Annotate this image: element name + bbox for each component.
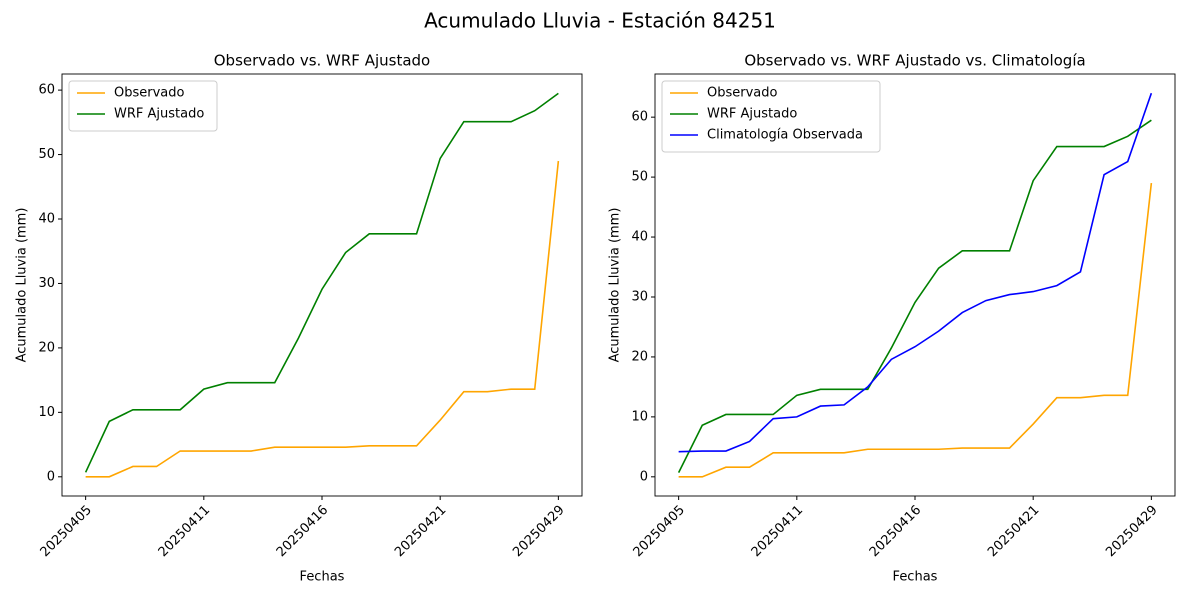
figure-title: Acumulado Lluvia - Estación 84251: [424, 9, 776, 33]
y-tick-label: 60: [38, 83, 55, 98]
x-tick-label: 20250421: [985, 503, 1042, 560]
series-line: [678, 183, 1153, 478]
y-tick-label: 50: [38, 147, 55, 162]
x-tick-label: 20250405: [631, 503, 688, 560]
series-line: [677, 119, 1152, 473]
axes-frame: [654, 73, 1176, 497]
y-tick-label: 0: [47, 469, 55, 484]
y-tick-label: 60: [631, 110, 648, 125]
legend-box: [661, 80, 881, 153]
y-axis-label: Acumulado Lluvia (mm): [608, 208, 623, 363]
y-tick-label: 20: [38, 340, 55, 355]
y-tick-label: 10: [631, 409, 648, 424]
subplot-title: Observado vs. WRF Ajustado vs. Climatolo…: [744, 52, 1085, 70]
x-axis-label: Fechas: [300, 570, 345, 585]
x-tick-label: 20250429: [1103, 503, 1160, 560]
y-tick-label: 20: [631, 349, 648, 364]
y-tick-label: 40: [38, 212, 55, 227]
y-axis-label: Acumulado Lluvia (mm): [15, 208, 30, 363]
legend-box: [68, 80, 218, 132]
x-tick-label: 20250429: [510, 503, 567, 560]
x-axis-label: Fechas: [893, 570, 938, 585]
legend-label: WRF Ajustado: [114, 107, 204, 122]
x-tick-label: 20250411: [156, 503, 213, 560]
y-tick-label: 30: [38, 276, 55, 291]
legend-label: Climatología Observada: [707, 128, 863, 143]
subplot-title: Observado vs. WRF Ajustado: [214, 52, 430, 70]
x-tick-label: 20250416: [867, 503, 924, 560]
y-tick-label: 30: [631, 289, 648, 304]
series-line: [678, 92, 1153, 453]
legend-label: Observado: [707, 86, 778, 101]
series-line: [85, 160, 560, 478]
x-tick-label: 20250405: [38, 503, 95, 560]
x-tick-label: 20250411: [749, 503, 806, 560]
y-tick-label: 40: [631, 230, 648, 245]
y-tick-label: 50: [631, 170, 648, 185]
legend-label: WRF Ajustado: [707, 107, 797, 122]
series-line: [84, 92, 559, 473]
x-tick-label: 20250416: [274, 503, 331, 560]
y-tick-label: 0: [640, 469, 648, 484]
x-tick-label: 20250421: [392, 503, 449, 560]
axes-frame: [61, 73, 583, 497]
y-tick-label: 10: [38, 405, 55, 420]
legend-label: Observado: [114, 86, 185, 101]
